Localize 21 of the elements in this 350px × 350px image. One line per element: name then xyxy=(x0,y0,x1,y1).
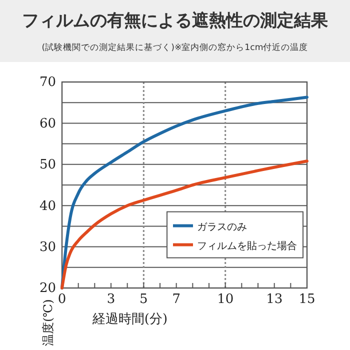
y-tick-label: 20 xyxy=(39,281,56,296)
legend-label: フィルムを貼った場合 xyxy=(197,240,297,252)
line-series xyxy=(60,96,308,290)
chart-subtitle: (試験機関での測定結果に基づく)※室内側の窓から1cm付近の温度 xyxy=(42,42,308,53)
y-tick-label: 40 xyxy=(39,198,56,214)
x-tick-label: 3 xyxy=(106,292,116,308)
y-tick-label: 50 xyxy=(39,158,56,173)
x-tick-label: 5 xyxy=(140,292,148,308)
x-tick-label: 0 xyxy=(58,292,66,308)
line-series xyxy=(60,160,308,290)
x-axis-title: 経過時間(分) xyxy=(91,312,168,327)
chart-title: フィルムの有無による遮熱性の測定結果 xyxy=(22,11,329,31)
y-tick-label: 70 xyxy=(39,75,56,90)
x-tick-label: 10 xyxy=(217,292,234,308)
legend-label: ガラスのみ xyxy=(197,222,247,233)
y-axis-title: 温度(℃) xyxy=(41,299,55,346)
x-tick-label: 7 xyxy=(172,292,180,308)
y-tick-label: 60 xyxy=(39,116,56,132)
x-tick-label: 13 xyxy=(266,292,283,308)
y-tick-label: 30 xyxy=(39,240,56,255)
x-tick-label: 15 xyxy=(298,292,316,308)
